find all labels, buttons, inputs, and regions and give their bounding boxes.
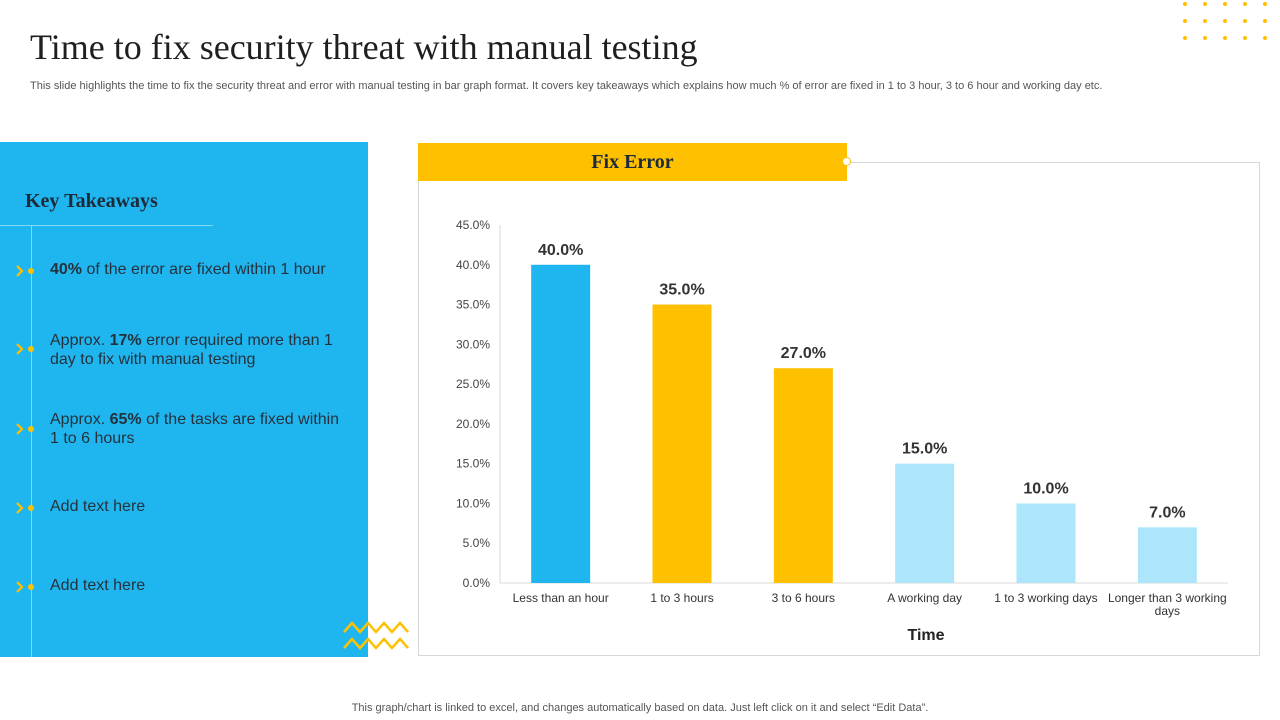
x-tick-label: 1 to 3 working days xyxy=(994,591,1097,605)
x-tick-label: A working day xyxy=(887,591,962,605)
chevron-bullet-icon xyxy=(16,343,34,355)
bar xyxy=(895,463,955,583)
bar-value-label: 27.0% xyxy=(781,345,826,362)
x-tick-label: 3 to 6 hours xyxy=(772,591,835,605)
bar-value-label: 40.0% xyxy=(538,242,583,259)
heading-divider xyxy=(0,225,213,226)
x-tick-label: Longer than 3 working xyxy=(1108,591,1227,605)
zigzag-decoration-icon xyxy=(343,621,409,650)
header-connector-dot xyxy=(842,157,851,166)
y-tick-label: 35.0% xyxy=(456,298,490,312)
bar-value-label: 7.0% xyxy=(1149,504,1185,521)
y-tick-label: 25.0% xyxy=(456,377,490,391)
takeaway-text: Add text here xyxy=(50,577,146,594)
y-tick-label: 30.0% xyxy=(456,337,490,351)
y-tick-label: 0.0% xyxy=(463,576,491,590)
takeaway-text: Approx. 17% error required more than 1 d… xyxy=(50,332,333,368)
bar xyxy=(1016,503,1076,583)
x-tick-label: 1 to 3 hours xyxy=(650,591,713,605)
takeaway-text: 40% of the error are fixed within 1 hour xyxy=(50,261,326,278)
bar-chart[interactable]: 0.0% 5.0% 10.0% 15.0% 20.0% 25.0% 30.0% 35.0% 40… xyxy=(418,190,1258,650)
y-tick-label: 40.0% xyxy=(456,258,490,272)
chevron-bullet-icon xyxy=(16,423,34,435)
bar xyxy=(773,368,833,583)
decorative-dots xyxy=(1183,2,1267,40)
takeaway-text: Add text here xyxy=(50,498,146,515)
key-takeaways-panel: Key Takeaways 40% of the error are fixed… xyxy=(0,142,368,657)
y-tick-label: 15.0% xyxy=(456,457,490,471)
chevron-bullet-icon xyxy=(16,265,34,277)
chevron-bullet-icon xyxy=(16,502,34,514)
y-tick-label: 10.0% xyxy=(456,496,490,510)
x-axis-title: Time xyxy=(907,627,944,644)
bar xyxy=(531,264,591,583)
bar-value-label: 10.0% xyxy=(1023,480,1068,497)
bar xyxy=(652,304,712,583)
y-tick-label: 20.0% xyxy=(456,417,490,431)
bar-value-label: 15.0% xyxy=(902,441,947,458)
bar xyxy=(1137,527,1197,583)
page-subtitle: This slide highlights the time to fix th… xyxy=(30,80,1103,92)
chevron-bullet-icon xyxy=(16,581,34,593)
x-tick-label: Less than an hour xyxy=(513,591,609,605)
y-tick-label: 5.0% xyxy=(463,536,491,550)
chart-title: Fix Error xyxy=(418,143,847,181)
page-title: Time to fix security threat with manual … xyxy=(30,27,698,67)
key-takeaways-heading: Key Takeaways xyxy=(25,190,158,212)
timeline-line xyxy=(31,226,32,657)
x-tick-label: days xyxy=(1155,604,1180,618)
takeaway-text: Approx. 65% of the tasks are fixed withi… xyxy=(50,411,340,447)
y-tick-label: 45.0% xyxy=(456,218,490,232)
footer-note: This graph/chart is linked to excel, and… xyxy=(351,702,929,714)
bar-value-label: 35.0% xyxy=(659,282,704,299)
